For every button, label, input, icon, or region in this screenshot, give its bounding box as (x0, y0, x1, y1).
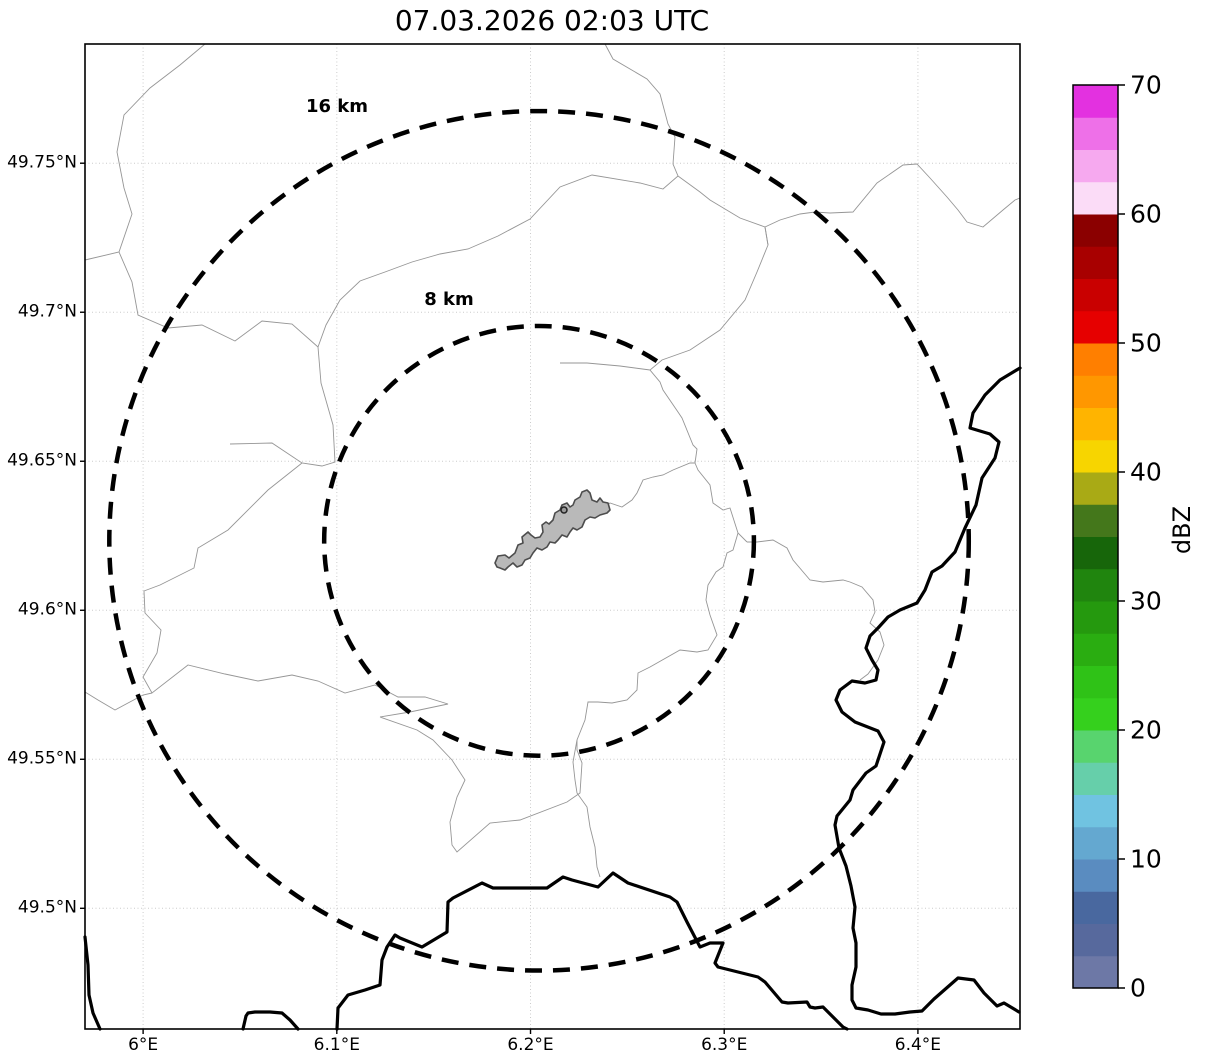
colorbar-segment (1073, 117, 1118, 150)
map-frame (84, 43, 1021, 1030)
country-border-line (335, 871, 849, 1031)
admin-border-line (649, 175, 769, 543)
colorbar-segment (1073, 730, 1118, 763)
colorbar-segment (1073, 955, 1118, 989)
colorbar-segment (1073, 214, 1118, 247)
colorbar-segment (1073, 407, 1118, 441)
colorbar-segment (1073, 246, 1118, 279)
admin-border-line (317, 43, 679, 348)
colorbar-segment (1073, 181, 1118, 215)
country-border-line (241, 1010, 300, 1031)
admin-border-line (142, 462, 449, 718)
range-ring-16km (107, 108, 972, 973)
colorbar-segment (1073, 439, 1118, 473)
colorbar-segment (1073, 536, 1118, 570)
range-ring-8km (321, 323, 757, 758)
admin-border-line (84, 691, 153, 711)
colorbar-segment (1073, 891, 1118, 924)
colorbar-segment (1073, 826, 1118, 860)
admin-border-line (747, 539, 885, 681)
colorbar-segment (1073, 310, 1118, 344)
colorbar-segment (1073, 601, 1118, 634)
admin-border-line (118, 251, 319, 348)
country-border-line (833, 366, 1022, 1016)
colorbar-segment (1073, 85, 1118, 118)
colorbar-segment (1073, 149, 1118, 183)
colorbar-segment (1073, 343, 1118, 376)
colorbar-segment (1073, 859, 1118, 892)
colorbar-segment (1073, 633, 1118, 666)
country-border-line (83, 935, 102, 1031)
admin-border-line (84, 43, 206, 261)
airport-outline (494, 489, 611, 571)
admin-border-line (229, 346, 336, 467)
colorbar-segment (1073, 568, 1118, 602)
colorbar-segment (1073, 504, 1118, 537)
admin-border-line (764, 163, 1021, 246)
admin-border-line (379, 716, 583, 853)
colorbar-segment (1073, 762, 1118, 795)
colorbar-segment (1073, 665, 1118, 699)
admin-border-line (560, 362, 651, 371)
colorbar-segment (1073, 697, 1118, 731)
admin-border-line (572, 532, 739, 878)
colorbar-segment (1073, 923, 1118, 957)
radar-site-dot (560, 506, 568, 514)
colorbar-segment (1073, 794, 1118, 828)
colorbar-segment (1073, 278, 1118, 312)
colorbar-segment (1073, 375, 1118, 408)
colorbar-segment (1073, 472, 1118, 505)
colorbar-frame (1072, 84, 1119, 989)
